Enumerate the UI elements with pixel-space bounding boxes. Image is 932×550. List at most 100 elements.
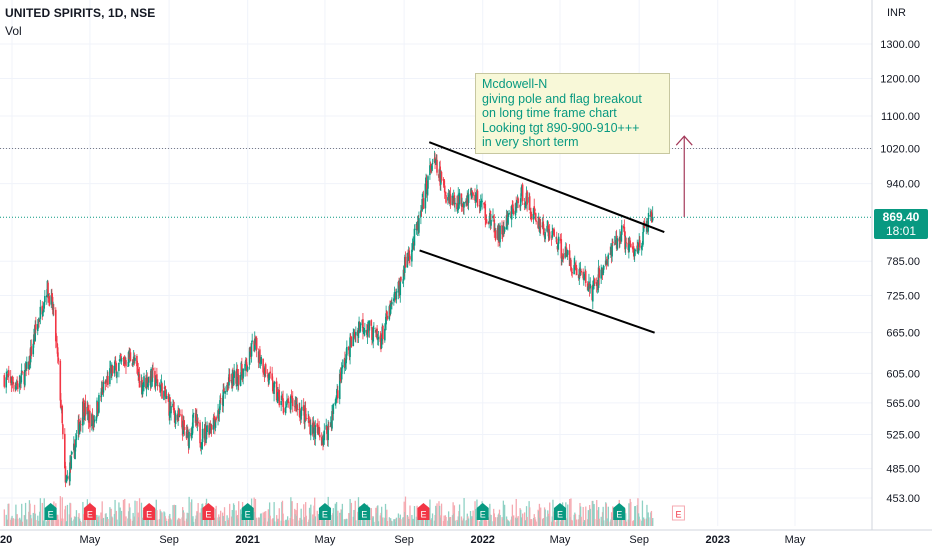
candle-body <box>602 266 605 270</box>
candle-body <box>474 199 477 202</box>
candle-body <box>287 398 290 404</box>
volume-bar <box>93 516 96 526</box>
candle-body <box>589 284 592 289</box>
volume-bar <box>538 503 541 526</box>
candle-body <box>510 205 513 220</box>
volume-bar <box>641 500 644 526</box>
volume-bar <box>386 520 389 526</box>
candle-body <box>523 203 526 205</box>
candle-body <box>165 395 168 399</box>
candle-body <box>226 383 229 385</box>
candle-body <box>120 353 122 360</box>
price-tick-label: 785.00 <box>886 256 920 268</box>
volume-bar <box>431 513 434 526</box>
time-tick-label: May <box>80 534 101 546</box>
volume-bar <box>129 507 131 526</box>
candle-body <box>21 371 24 373</box>
candle-body <box>183 426 186 431</box>
volume-bar <box>567 504 569 526</box>
candle-body <box>447 197 449 201</box>
candle-body <box>555 238 558 245</box>
candle-body <box>339 373 342 381</box>
svg-text:E: E <box>205 510 211 520</box>
volume-bar <box>494 517 497 526</box>
volume-bar <box>206 518 208 526</box>
volume-bar <box>43 498 45 526</box>
candle-body <box>389 303 392 314</box>
candle-body <box>377 337 380 340</box>
candle-body <box>517 198 519 204</box>
earnings-marker: E <box>318 503 331 520</box>
candle-body <box>425 180 428 195</box>
candle-body <box>233 370 235 378</box>
candle-body <box>443 178 445 186</box>
price-tick-label: 1200.00 <box>880 73 920 85</box>
candle-body <box>512 210 515 215</box>
candle-body <box>245 358 248 365</box>
earnings-marker: E <box>83 503 96 520</box>
candle-body <box>93 419 96 423</box>
candle-body <box>132 362 134 366</box>
candle-body <box>533 206 536 209</box>
volume-bar <box>192 521 195 526</box>
candle-body <box>566 250 569 255</box>
candle-body <box>6 373 9 375</box>
candle-body <box>404 256 407 268</box>
candle-body <box>385 313 387 325</box>
volume-bar <box>260 513 262 526</box>
earnings-marker: E <box>44 503 57 520</box>
volume-bar <box>648 517 650 526</box>
candle-body <box>102 381 105 393</box>
time-tick-label: May <box>315 534 336 546</box>
candle-body <box>264 364 267 374</box>
candle-body <box>503 227 506 232</box>
candle-body <box>370 320 373 326</box>
candle-body <box>583 274 586 280</box>
candle-body <box>633 251 636 257</box>
svg-text:E: E <box>146 510 152 520</box>
candle-body <box>12 381 15 385</box>
candle-body <box>565 247 568 258</box>
candle-body <box>170 406 172 414</box>
candle-body <box>115 363 118 377</box>
volume-bar <box>82 501 84 526</box>
candle-body <box>458 192 461 205</box>
candle-body <box>113 365 116 374</box>
volume-bar <box>598 518 600 526</box>
volume-bar <box>646 504 648 526</box>
candle-body <box>440 171 443 180</box>
candle-body <box>232 376 235 384</box>
candle-body <box>346 346 348 356</box>
candle-body <box>380 338 383 349</box>
candle-body <box>26 361 28 369</box>
time-tick-label: 2022 <box>470 534 494 546</box>
volume-indicator-label[interactable]: Vol <box>5 24 22 38</box>
candle-body <box>75 434 78 440</box>
bar-countdown-label: 18:01 <box>874 224 928 239</box>
candle-body <box>481 200 483 203</box>
candle-body <box>3 375 6 387</box>
candle-body <box>259 349 261 363</box>
candle-body <box>505 215 508 230</box>
candle-body <box>201 442 203 449</box>
volume-bar <box>314 497 316 526</box>
candle-body <box>525 202 527 209</box>
candle-body <box>571 272 574 274</box>
candle-body <box>300 406 303 411</box>
volume-bar <box>125 516 127 526</box>
volume-bar <box>120 510 123 526</box>
candle-body <box>371 327 373 340</box>
volume-bar <box>316 510 318 526</box>
volume-bar <box>529 507 531 526</box>
candle-body <box>188 431 190 448</box>
candle-body <box>376 328 378 339</box>
volume-bar <box>64 505 67 526</box>
candle-body <box>318 434 321 438</box>
volume-bar <box>305 515 307 526</box>
candle-body <box>332 403 335 414</box>
annotation-note[interactable]: Mcdowell-N giving pole and flag breakout… <box>475 73 670 154</box>
time-tick-label: May <box>550 534 571 546</box>
candle-body <box>384 324 387 328</box>
candle-body <box>80 424 82 425</box>
